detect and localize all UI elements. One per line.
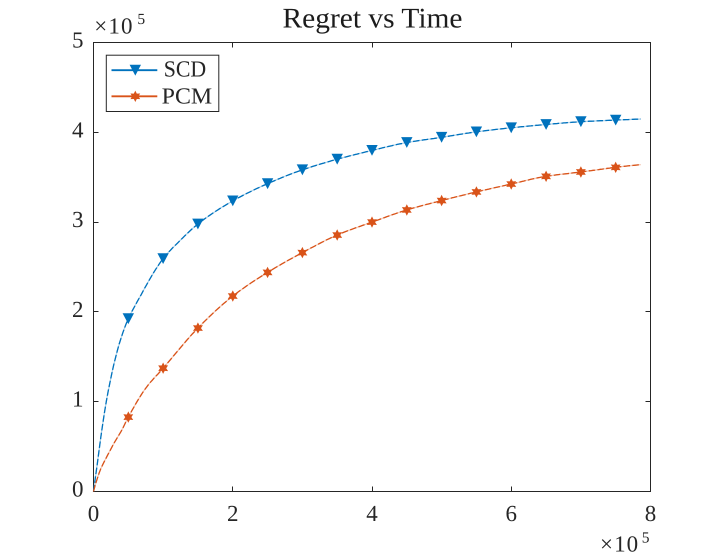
svg-text:0: 0	[72, 477, 84, 502]
svg-text:2: 2	[72, 297, 84, 322]
svg-text:5: 5	[137, 11, 145, 28]
svg-text:0: 0	[88, 501, 100, 526]
svg-text:4: 4	[72, 117, 84, 142]
svg-text:×10: ×10	[94, 14, 133, 39]
svg-text:5: 5	[642, 530, 650, 547]
svg-text:5: 5	[72, 28, 84, 53]
svg-text:6: 6	[505, 501, 517, 526]
svg-text:SCD: SCD	[164, 57, 207, 82]
svg-text:×10: ×10	[600, 532, 639, 557]
svg-text:8: 8	[645, 501, 657, 526]
svg-text:Regret vs Time: Regret vs Time	[283, 4, 463, 35]
svg-text:4: 4	[366, 501, 378, 526]
svg-text:2: 2	[227, 501, 239, 526]
svg-text:3: 3	[72, 207, 84, 232]
svg-text:PCM: PCM	[162, 83, 213, 108]
svg-text:1: 1	[72, 387, 84, 412]
